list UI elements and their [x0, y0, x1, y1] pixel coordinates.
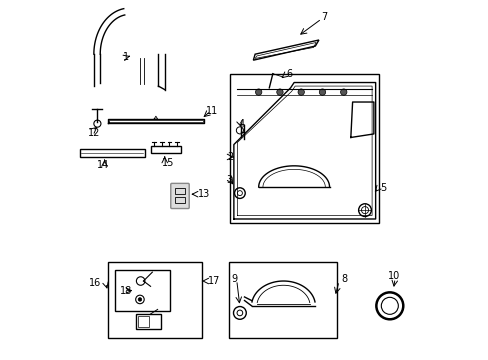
Bar — [138, 316, 148, 327]
Text: 4: 4 — [238, 119, 244, 129]
Text: 7: 7 — [320, 12, 326, 22]
Text: 15: 15 — [162, 158, 174, 168]
Text: 3: 3 — [226, 175, 232, 185]
Bar — [108, 261, 202, 338]
Circle shape — [340, 89, 346, 95]
Text: 16: 16 — [88, 278, 101, 288]
Text: 17: 17 — [208, 276, 220, 286]
Text: 8: 8 — [340, 274, 346, 284]
Text: 2: 2 — [226, 152, 233, 162]
Bar — [115, 270, 170, 311]
Text: 11: 11 — [205, 106, 217, 116]
Text: 10: 10 — [387, 271, 400, 281]
Text: 18: 18 — [120, 285, 132, 296]
Text: 14: 14 — [97, 160, 109, 170]
Bar — [80, 149, 145, 157]
Bar — [230, 74, 378, 222]
Circle shape — [297, 89, 304, 95]
Circle shape — [319, 89, 325, 95]
Text: 5: 5 — [379, 183, 386, 193]
Bar — [228, 261, 336, 338]
Text: 12: 12 — [88, 128, 100, 138]
Bar — [150, 146, 181, 153]
Circle shape — [255, 89, 262, 95]
Bar — [136, 314, 161, 329]
Circle shape — [276, 89, 283, 95]
FancyBboxPatch shape — [170, 183, 189, 208]
Bar — [175, 197, 184, 203]
Circle shape — [138, 298, 142, 301]
Text: 13: 13 — [198, 189, 210, 199]
Text: 6: 6 — [286, 69, 292, 79]
Bar — [175, 188, 184, 194]
Text: 1: 1 — [123, 52, 129, 62]
Text: 9: 9 — [230, 274, 237, 284]
